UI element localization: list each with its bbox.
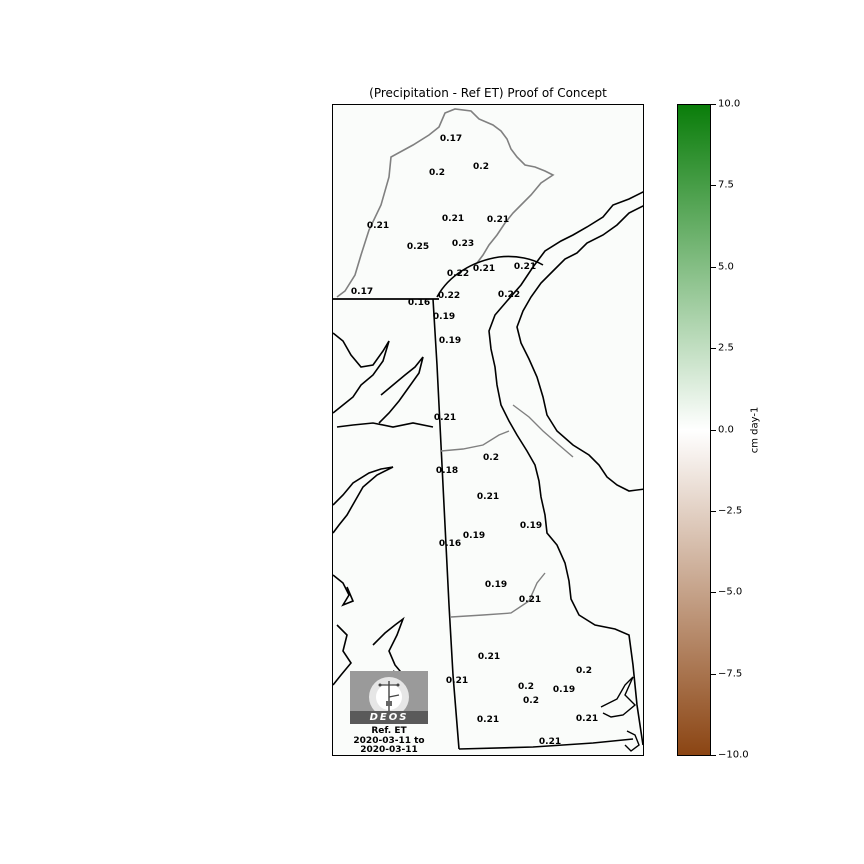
de-county-line-south: [450, 572, 546, 618]
river-east-shore: [516, 205, 643, 492]
station-value: 0.21: [366, 221, 390, 231]
colorbar-tick-mark: [711, 510, 716, 512]
station-value: 0.21: [513, 262, 537, 272]
deos-logo: DEOS: [350, 671, 428, 724]
station-value: 0.21: [472, 264, 496, 274]
chesapeake-shore-2: [378, 356, 424, 424]
logo-text: DEOS: [350, 711, 428, 724]
station-value: 0.2: [483, 453, 499, 463]
station-value: 0.21: [486, 215, 510, 225]
station-value: 0.22: [437, 291, 461, 301]
station-value: 0.2: [473, 162, 489, 172]
colorbar-tick-mark: [711, 104, 716, 105]
station-value: 0.2: [518, 682, 534, 692]
colorbar-tick-mark: [711, 673, 716, 675]
station-value: 0.2: [523, 696, 539, 706]
station-value: 0.21: [477, 652, 501, 662]
station-value: 0.22: [446, 269, 470, 279]
geographic-boundaries: [333, 108, 643, 752]
station-value: 0.17: [439, 134, 463, 144]
colorbar-tick-label: −10.0: [718, 749, 749, 761]
colorbar: [677, 104, 711, 756]
coastal-inlets: [600, 676, 637, 718]
twelve-mile-arc: [436, 255, 544, 298]
chesapeake-shore-1: [333, 332, 390, 414]
station-value: 0.21: [445, 676, 469, 686]
colorbar-tick-label: 10.0: [718, 98, 741, 110]
colorbar-tick-mark: [711, 755, 716, 756]
chesapeake-shore-7: [372, 616, 406, 678]
nj-county-line: [512, 404, 574, 458]
river-west-shore: [488, 191, 643, 746]
station-value: 0.19: [484, 580, 508, 590]
station-value: 0.2: [429, 168, 445, 178]
colorbar-tick-mark: [711, 185, 716, 187]
map-panel[interactable]: 0.17 0.2 0.2 0.21 0.21 0.21 0.25 0.23 0.…: [332, 104, 644, 756]
colorbar-tick-label: 0.0: [718, 424, 734, 435]
station-value: 0.19: [462, 531, 486, 541]
station-value: 0.21: [433, 413, 457, 423]
de-south-border: [458, 738, 634, 750]
colorbar-tick-label: 7.5: [718, 179, 734, 191]
station-value: 0.18: [435, 466, 459, 476]
station-value: 0.19: [432, 312, 456, 322]
weather-station-icon: [369, 677, 409, 711]
station-value: 0.21: [476, 492, 500, 502]
station-value: 0.22: [497, 290, 521, 300]
colorbar-tick-label: −5.0: [718, 586, 743, 598]
station-value: 0.21: [575, 714, 599, 724]
station-value: 0.19: [438, 336, 462, 346]
station-value: 0.17: [350, 287, 374, 297]
station-value: 0.21: [538, 737, 562, 747]
map-title: (Precipitation - Ref ET) Proof of Concep…: [369, 86, 607, 100]
colorbar-tick-mark: [711, 266, 716, 268]
station-value: 0.25: [406, 242, 430, 252]
caption-line-3: 2020-03-11: [360, 745, 418, 755]
station-value: 0.19: [519, 521, 543, 531]
station-value: 0.19: [552, 685, 576, 695]
chesapeake-shore-6: [333, 624, 352, 686]
station-value: 0.21: [518, 595, 542, 605]
colorbar-tick-label: −7.5: [718, 668, 743, 680]
coastal-inlets-2: [624, 730, 640, 752]
station-value: 0.16: [438, 539, 462, 549]
colorbar-tick-mark: [711, 348, 716, 350]
colorbar-tick-mark: [711, 429, 716, 431]
chesapeake-shore-5: [333, 574, 355, 607]
station-value: 0.2: [576, 666, 592, 676]
colorbar-tick-label: −2.5: [718, 505, 743, 517]
station-value: 0.23: [451, 239, 475, 249]
caption-line-1: Ref. ET: [371, 726, 407, 736]
station-value: 0.21: [441, 214, 465, 224]
pa-county-boundary: [336, 108, 555, 298]
chesapeake-shore-4: [333, 466, 394, 534]
de-county-line-north: [440, 430, 510, 452]
colorbar-tick-mark: [711, 592, 716, 594]
caption-line-2: 2020-03-11 to: [353, 736, 425, 746]
colorbar-tick-label: 2.5: [718, 342, 734, 354]
colorbar-label: cm day-1: [749, 406, 761, 454]
de-west-border: [432, 298, 460, 750]
colorbar-tick-label: 5.0: [718, 261, 734, 273]
chesapeake-shore-3: [336, 422, 434, 428]
station-value: 0.21: [476, 715, 500, 725]
station-value: 0.16: [407, 298, 431, 308]
